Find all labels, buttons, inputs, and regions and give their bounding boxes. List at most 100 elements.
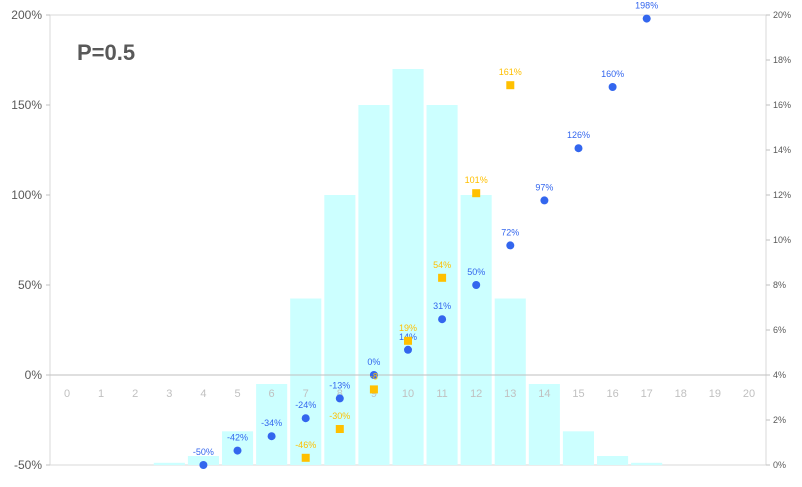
series-2-point bbox=[335, 425, 344, 433]
right-axis-tick-label: 4% bbox=[773, 370, 786, 380]
right-axis-tick-label: 14% bbox=[773, 145, 791, 155]
right-axis-tick-label: 8% bbox=[773, 280, 786, 290]
x-tick-label: 10 bbox=[402, 388, 414, 400]
bar-15 bbox=[562, 431, 594, 466]
left-axis-tick-label: 50% bbox=[18, 278, 42, 292]
bar-9 bbox=[358, 105, 390, 465]
x-tick-label: 14 bbox=[538, 388, 550, 400]
x-tick-label: 9 bbox=[371, 388, 377, 400]
series-1-point bbox=[472, 281, 481, 289]
left-axis-tick-label: 150% bbox=[11, 98, 42, 112]
series-2-data-label: 101% bbox=[465, 175, 488, 185]
series-1-point bbox=[369, 371, 378, 379]
x-tick-labels: 0 1 2 3 4 5 6 7 8 9 10 11 12 13 14 15 16 17 18 19 20 bbox=[64, 388, 755, 400]
series-1-point bbox=[199, 461, 208, 469]
series-1-point bbox=[438, 315, 447, 324]
right-axis-tick-label: 20% bbox=[773, 10, 791, 20]
left-axis-tick-label: 200% bbox=[11, 8, 42, 22]
series-2-point bbox=[438, 273, 447, 282]
series-1-point bbox=[335, 394, 344, 403]
series-1-data-label: -42% bbox=[227, 433, 248, 443]
bar-7 bbox=[290, 298, 322, 465]
x-tick-label: 20 bbox=[743, 388, 755, 400]
series-1-point bbox=[506, 241, 515, 250]
x-tick-label: 7 bbox=[303, 388, 309, 400]
x-tick-label: 16 bbox=[606, 388, 618, 400]
series-1-point bbox=[267, 432, 276, 441]
series-1-point bbox=[574, 144, 583, 153]
x-tick-label: 2 bbox=[132, 388, 138, 400]
chart-annotation: P=0.5 bbox=[77, 40, 136, 65]
right-axis-tick-label: 0% bbox=[773, 460, 786, 470]
series-2-data-label: -8 bbox=[370, 371, 378, 381]
series-2-data-label: 19% bbox=[399, 323, 417, 333]
series-1-data-label: 160% bbox=[601, 69, 624, 79]
x-tick-label: 17 bbox=[641, 388, 653, 400]
series-1-point bbox=[404, 345, 412, 354]
right-axis-tick-label: 16% bbox=[773, 100, 791, 110]
bar-13 bbox=[494, 298, 526, 465]
series-1-point bbox=[608, 83, 617, 91]
series-layer: -50%-42%-34%-24%-13%0%14%31%50%72%97%126… bbox=[193, 1, 658, 469]
series-1-data-label: -24% bbox=[295, 400, 316, 410]
x-tick-label: 0 bbox=[64, 388, 70, 400]
x-tick-label: 5 bbox=[234, 388, 240, 400]
x-tick-label: 19 bbox=[709, 388, 721, 400]
x-tick-label: 8 bbox=[337, 388, 343, 400]
series-2-data-label: -30% bbox=[329, 411, 350, 421]
right-axis-tick-label: 6% bbox=[773, 325, 786, 335]
series-1-data-label: 198% bbox=[635, 1, 658, 11]
bar-12 bbox=[460, 195, 492, 465]
left-axis-tick-label: 0% bbox=[25, 368, 43, 382]
right-axis: 20% 18% 16% 14% 12% 10% 8% 6% 4% 2% 0% bbox=[766, 10, 791, 470]
series-2-point bbox=[506, 81, 515, 90]
series-2-point bbox=[404, 336, 412, 345]
right-axis-tick-label: 18% bbox=[773, 55, 791, 65]
series-1-data-label: 126% bbox=[567, 130, 590, 140]
x-tick-label: 12 bbox=[470, 388, 482, 400]
series-1-data-label: 0% bbox=[367, 357, 380, 367]
series-1-data-label: -50% bbox=[193, 447, 214, 457]
series-2-data-label: -46% bbox=[295, 440, 316, 450]
series-1-data-label: 72% bbox=[501, 227, 519, 237]
bar-16 bbox=[597, 456, 629, 465]
x-tick-label: 3 bbox=[166, 388, 172, 400]
bar-3 bbox=[153, 462, 185, 466]
series-2-point bbox=[472, 189, 481, 198]
right-axis-tick-label: 10% bbox=[773, 235, 791, 245]
series-1-point bbox=[540, 196, 549, 205]
bar-11 bbox=[426, 105, 458, 465]
left-axis: 200% 150% 100% 50% 0% -50% bbox=[11, 8, 50, 472]
left-axis-tick-label: 100% bbox=[11, 188, 42, 202]
bar-4 bbox=[187, 456, 219, 465]
x-tick-label: 4 bbox=[200, 388, 206, 400]
right-axis-tick-label: 12% bbox=[773, 190, 791, 200]
series-1-data-label: -13% bbox=[329, 380, 350, 390]
right-axis-tick-label: 2% bbox=[773, 415, 786, 425]
x-tick-label: 6 bbox=[269, 388, 275, 400]
bar-8 bbox=[324, 195, 356, 465]
bar-14 bbox=[528, 384, 560, 465]
x-tick-label: 11 bbox=[436, 388, 447, 400]
series-1-point bbox=[301, 414, 310, 423]
x-tick-label: 1 bbox=[98, 388, 104, 400]
series-1-data-label: 31% bbox=[433, 301, 451, 311]
series-1-point bbox=[642, 14, 651, 23]
x-tick-label: 15 bbox=[572, 388, 584, 400]
bar-10 bbox=[392, 69, 424, 465]
series-1-data-label: 97% bbox=[535, 182, 553, 192]
bar-17 bbox=[631, 462, 663, 466]
bars-layer bbox=[153, 69, 663, 466]
bar-6 bbox=[256, 384, 288, 465]
left-axis-tick-label: -50% bbox=[14, 458, 42, 472]
series-2-data-label: 161% bbox=[499, 67, 522, 77]
series-2-point bbox=[301, 453, 310, 462]
series-2-point bbox=[369, 385, 378, 394]
series-1-data-label: -34% bbox=[261, 418, 282, 428]
series-2-data-label: 54% bbox=[433, 260, 451, 270]
x-tick-label: 18 bbox=[675, 388, 687, 400]
series-1-point bbox=[233, 446, 242, 455]
x-tick-label: 13 bbox=[504, 388, 516, 400]
series-1-data-label: 50% bbox=[467, 267, 485, 277]
